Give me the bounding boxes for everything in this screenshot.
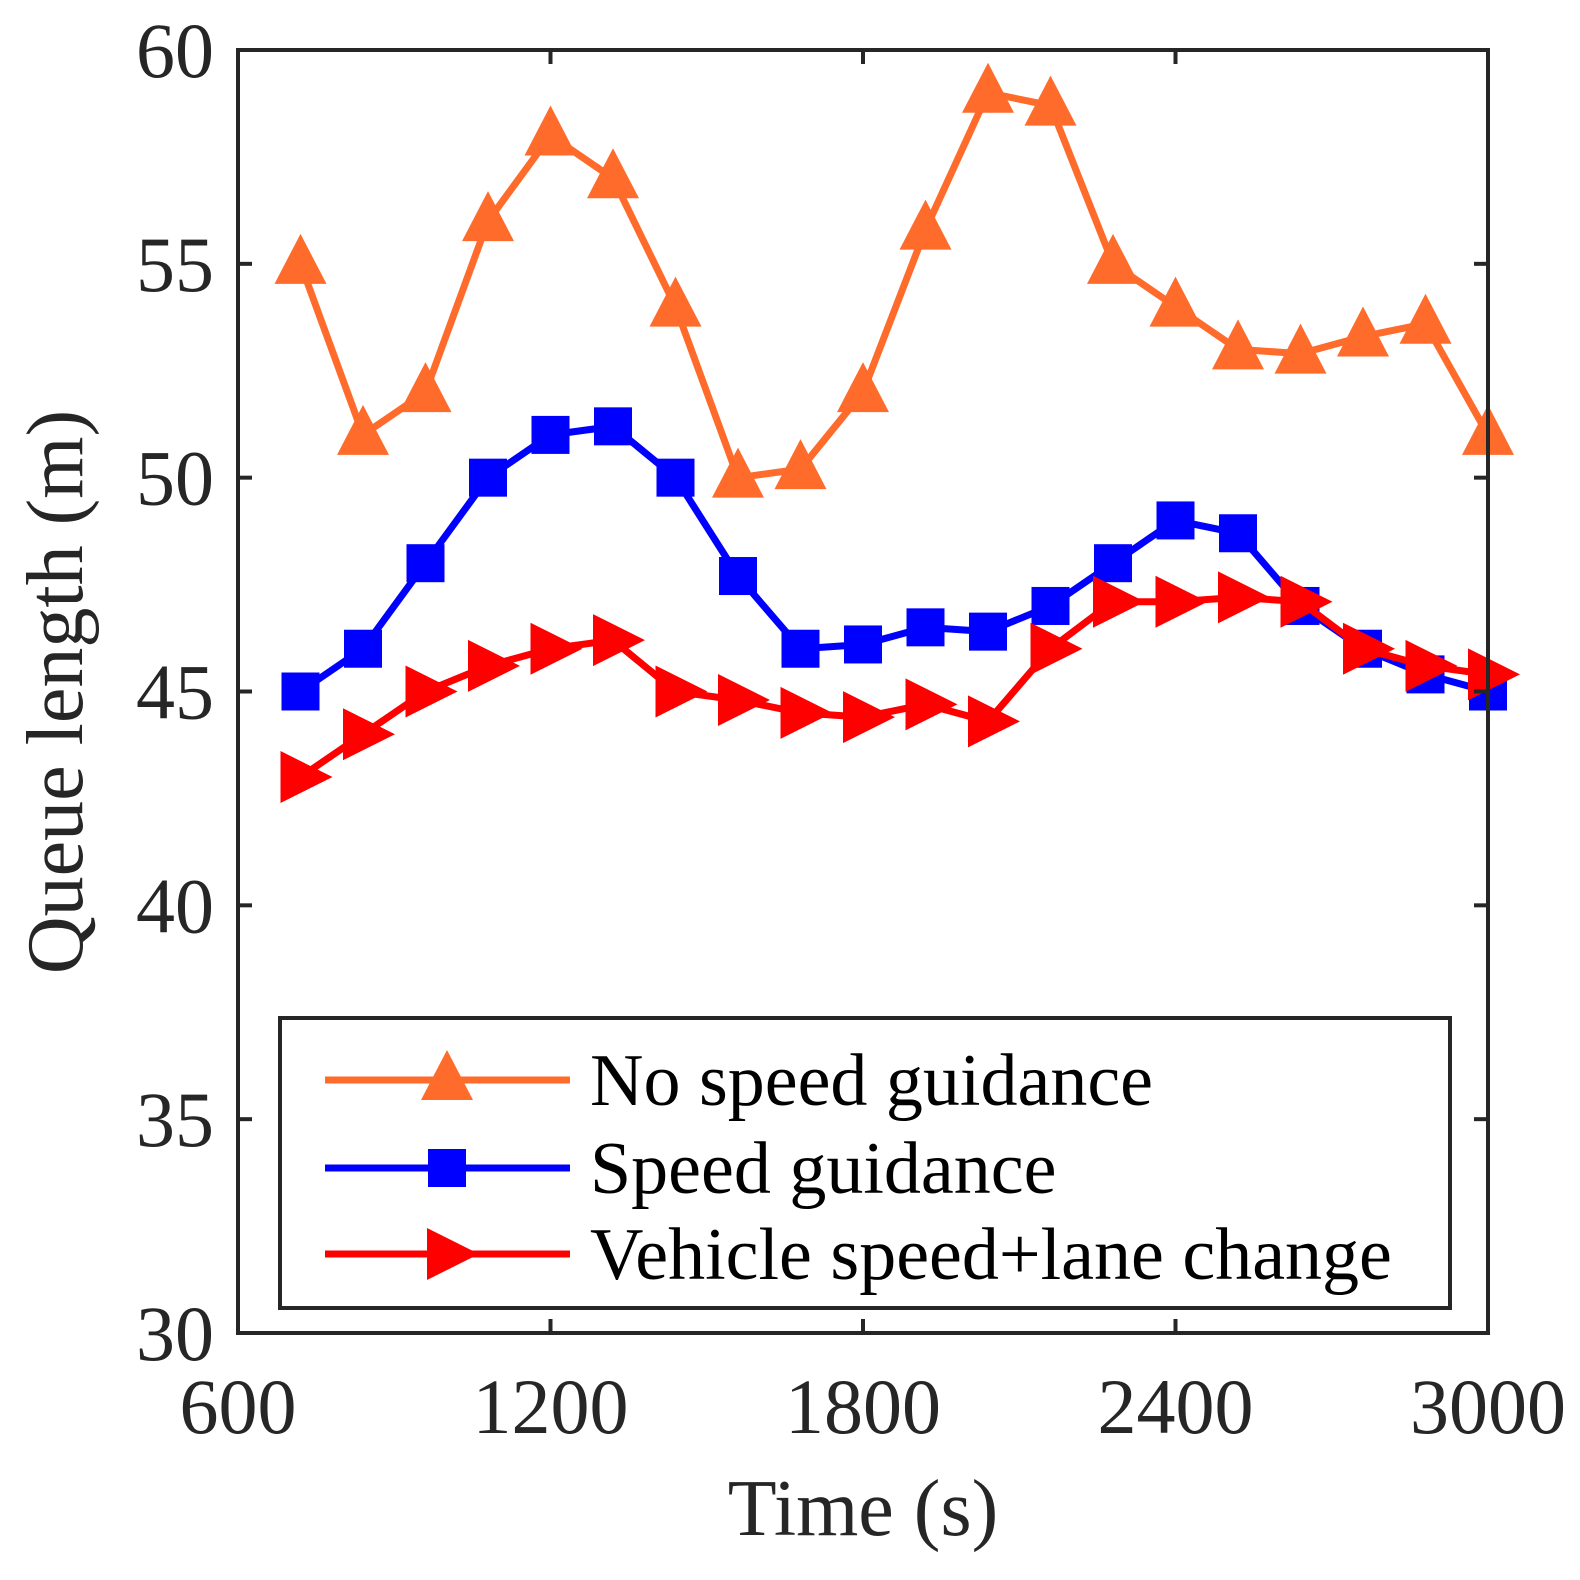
series-1-point — [837, 362, 889, 413]
legend-item-2: Speed guidance — [325, 1128, 1056, 1210]
y-tick-label: 55 — [136, 221, 214, 308]
series-1-point — [399, 362, 452, 413]
series-2-point — [1031, 586, 1070, 625]
series-1-point — [1274, 323, 1327, 374]
series-2-point — [719, 557, 757, 596]
series-3-point — [1155, 575, 1208, 628]
series-3-point — [655, 665, 708, 718]
series-1-point — [1212, 319, 1264, 370]
legend-swatch-marker — [428, 1149, 466, 1187]
series-2-point — [1156, 501, 1195, 540]
series-3-point — [593, 614, 645, 667]
series-2-point — [781, 629, 820, 668]
series-1-point — [649, 276, 702, 327]
y-tick-label: 40 — [136, 862, 214, 949]
y-tick-label: 35 — [136, 1076, 214, 1163]
series-2-point — [844, 625, 882, 664]
series-3-point — [780, 686, 833, 739]
series-2-point — [406, 544, 445, 583]
series-2-point — [281, 672, 320, 711]
y-tick-label: 30 — [136, 1290, 214, 1377]
series-1-point — [462, 191, 514, 242]
series-2-point — [1094, 544, 1132, 583]
series-1-point — [774, 439, 827, 490]
series-3-point — [1280, 575, 1333, 628]
axes-layer: 600 1200 1800 2400 3000 30 35 40 45 50 55 60 — [136, 7, 1566, 1450]
series-3-point — [405, 665, 458, 718]
legend-label: No speed guidance — [590, 1040, 1153, 1122]
series-2-point — [969, 612, 1007, 651]
series-3-point — [1468, 648, 1520, 701]
legend-box — [278, 1016, 1452, 1310]
legend-label: Vehicle speed+lane change — [590, 1214, 1392, 1296]
series-3-point — [530, 622, 583, 675]
series-3-point — [843, 691, 895, 744]
series-3-point — [1030, 622, 1083, 675]
series-1-point — [587, 148, 639, 199]
series-2-point — [1219, 514, 1257, 553]
series-3-point — [468, 639, 520, 692]
legend-item-3: Vehicle speed+lane change — [325, 1214, 1392, 1296]
series-layer — [274, 62, 1520, 804]
y-tick-label: 50 — [136, 435, 214, 522]
series-1-point — [1399, 293, 1452, 344]
series-1-point — [1149, 276, 1202, 327]
series-2-point — [531, 415, 570, 454]
series-3-point — [1405, 639, 1458, 692]
x-tick-label: 1800 — [785, 1363, 941, 1450]
series-3-point — [1343, 622, 1395, 675]
legend-label: Speed guidance — [590, 1128, 1056, 1210]
series-2-point — [594, 407, 632, 446]
series-3-point — [1218, 571, 1270, 624]
legend-item-1: No speed guidance — [325, 1040, 1153, 1122]
series-3-point — [280, 751, 333, 804]
legend-swatch-marker — [427, 1228, 479, 1280]
series-1-point — [1024, 75, 1077, 126]
series-1-point — [899, 199, 952, 250]
series-1 — [274, 62, 1514, 498]
legend-swatch-marker — [421, 1050, 473, 1100]
y-axis-label: Queue length (m) — [12, 410, 100, 974]
series-1-point — [1087, 233, 1139, 284]
series-3-point — [718, 674, 770, 727]
series-1-point — [274, 233, 327, 284]
y-tick-label: 60 — [136, 7, 214, 94]
x-tick-label: 3000 — [1410, 1363, 1566, 1450]
series-1-point — [1337, 306, 1389, 357]
series-2-point — [656, 458, 695, 497]
x-axis-label: Time (s) — [728, 1465, 998, 1553]
x-tick-label: 1200 — [473, 1363, 629, 1450]
series-1-point — [962, 62, 1014, 113]
series-2-point — [906, 608, 945, 647]
x-tick-label: 600 — [180, 1363, 297, 1450]
x-tick-label: 2400 — [1098, 1363, 1254, 1450]
series-3-point — [905, 678, 958, 731]
series-3-point — [968, 695, 1020, 748]
series-3-point — [343, 708, 395, 761]
series-2-point — [344, 629, 382, 668]
series-1-point — [524, 105, 577, 156]
y-tick-label: 45 — [136, 649, 214, 736]
series-1-point — [712, 447, 764, 498]
series-3 — [280, 571, 1520, 804]
series-3-point — [1093, 575, 1145, 628]
series-2-point — [469, 458, 507, 497]
series-1-point — [337, 404, 389, 455]
